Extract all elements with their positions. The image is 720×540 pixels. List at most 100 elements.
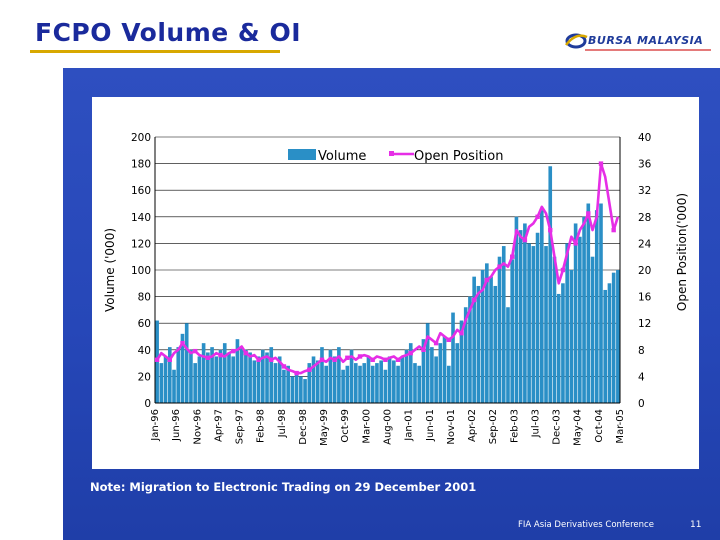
open-position-marker [332,357,337,362]
x-tick-label: Nov-01 [446,409,457,445]
volume-bar [345,365,350,403]
volume-bar [573,223,578,403]
x-tick-label: Apr-02 [467,409,478,442]
volume-bar [476,285,481,403]
volume-bar [294,373,299,403]
x-tick-label: Jun-96 [171,409,182,442]
open-position-marker [218,352,223,358]
y-tick-label: 120 [131,238,151,250]
logo-swoosh-icon [565,34,588,46]
volume-bar [273,363,278,403]
open-position-marker [370,357,375,362]
open-position-marker [243,350,249,356]
volume-bar [603,289,608,403]
volume-bar [556,293,561,403]
open-position-marker [510,254,515,259]
volume-bar [506,307,510,403]
volume-bar [413,363,417,403]
x-tick-label: Jan-96 [150,409,161,442]
volume-bar [392,360,396,403]
open-position-marker [471,297,477,303]
open-position-marker [459,330,464,336]
x-tick-label: Jan-01 [404,409,415,442]
volume-bar [332,356,337,403]
volume-bar [497,256,502,403]
open-position-marker [205,355,211,360]
y-tick-label: 0 [144,398,151,410]
logo-globe-icon [565,33,587,49]
volume-bar [370,365,375,403]
volume-oi-chart: 0 20 40 60 80 100 120 140 160 180 200 0 4 8 12 16 20 24 28… [103,132,689,446]
volume-bar [518,230,523,403]
volume-bar [252,360,257,403]
open-position-marker [446,337,451,343]
volume-bar [489,276,493,403]
legend-volume-swatch [288,149,316,160]
open-position-marker [560,267,566,273]
y2-tick-label: 28 [638,212,651,224]
x-tick-label: Mar-00 [361,409,372,444]
volume-bar [527,243,531,403]
x-tick-label: Dec-98 [298,409,309,445]
volume-bar [269,347,274,403]
volume-bar [586,203,591,403]
volume-bar [396,365,400,403]
x-tick-label: Jul-03 [530,409,541,438]
y2-tick-label: 24 [638,238,652,250]
volume-bar [320,347,324,403]
open-position-marker [484,277,490,283]
title-underline [30,50,280,53]
volume-bar [434,356,438,403]
y2-tick-label: 20 [638,265,651,277]
volume-bar [446,365,451,403]
x-tick-label: Nov-96 [192,409,203,445]
y-tick-label: 20 [138,371,151,383]
volume-bar [400,356,405,403]
volume-bar [485,263,489,403]
open-position-marker [598,161,604,166]
open-position-marker [345,355,350,360]
volume-bar [362,363,367,403]
open-position-marker [408,350,413,356]
x-tick-label: May-99 [319,409,330,446]
volume-bar [260,349,265,403]
volume-bar [197,356,202,403]
open-position-marker [192,348,198,354]
volume-bar [307,363,312,403]
y2-tick-label: 40 [638,132,651,144]
open-position-marker [180,340,185,346]
volume-bar [599,203,603,403]
volume-bar [231,356,236,403]
x-tick-label: Sep-02 [488,409,499,444]
volume-bar [616,270,620,403]
legend-oi-marker [389,151,394,156]
volume-bar [493,285,498,403]
open-position-marker [294,370,299,376]
volume-bar [459,320,464,403]
volume-bar [184,323,189,403]
y2-tick-label: 36 [638,159,652,171]
volume-bar [341,369,345,403]
volume-bar [286,365,290,403]
volume-bar [552,256,557,403]
volume-bar [569,270,574,403]
x-tick-label: Mar-05 [615,409,626,444]
volume-bar [611,272,616,403]
volume-bar [163,356,168,403]
open-position-marker [573,241,578,246]
footer-conference: FIA Asia Derivatives Conference [518,520,654,530]
y-axis-title: Volume ('000) [103,228,117,312]
volume-bar [366,356,371,403]
volume-bar [214,356,219,403]
open-position-marker [231,348,236,354]
volume-bar [408,343,413,403]
x-tick-label: May-04 [573,409,584,446]
volume-bar [189,349,193,403]
volume-bar [514,216,519,403]
volume-bar [578,236,582,403]
volume-bar [544,246,548,403]
open-position-marker [395,357,401,362]
x-tick-label: Oct-99 [340,409,351,443]
open-position-marker [611,227,616,233]
volume-bar [523,223,527,403]
